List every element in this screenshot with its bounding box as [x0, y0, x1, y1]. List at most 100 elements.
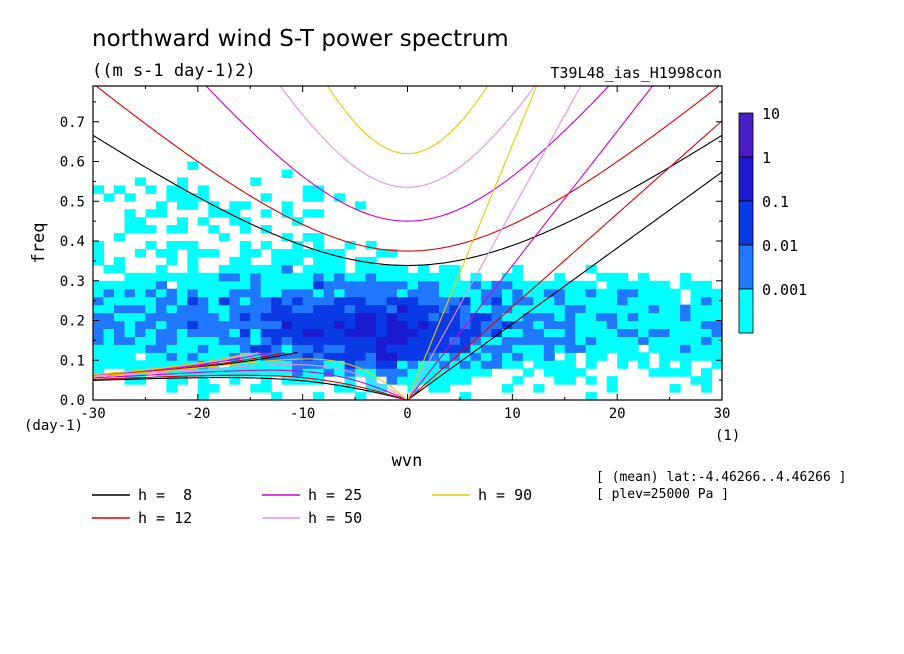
power-cell: [344, 376, 356, 385]
power-cell: [134, 312, 146, 322]
power-cell: [501, 320, 513, 329]
power-cell: [250, 312, 262, 322]
power-cell: [491, 320, 503, 329]
power-cell: [323, 352, 335, 361]
power-cell: [711, 288, 722, 298]
power-cell: [418, 368, 430, 377]
power-cell: [585, 344, 597, 353]
power-cell: [292, 336, 304, 345]
power-cell: [103, 304, 115, 314]
power-cell: [166, 360, 178, 369]
power-cell: [617, 296, 629, 306]
power-cell: [239, 288, 251, 298]
power-cell: [134, 320, 146, 329]
power-cell: [428, 296, 440, 306]
power-cell: [638, 336, 650, 345]
power-cell: [470, 296, 482, 306]
power-cell: [376, 336, 388, 345]
power-cell: [208, 280, 220, 290]
power-cell: [397, 320, 409, 329]
power-cell: [302, 312, 314, 322]
power-cell: [124, 193, 136, 202]
power-cell: [543, 336, 555, 345]
power-cell: [376, 384, 388, 393]
power-cell: [606, 296, 618, 306]
power-cell: [313, 312, 325, 322]
power-cell: [260, 336, 272, 345]
power-cell: [166, 185, 178, 194]
power-cell: [459, 296, 471, 306]
power-cell: [554, 280, 566, 290]
power-cell: [627, 328, 639, 337]
power-cell: [669, 296, 681, 306]
power-cell: [386, 272, 398, 282]
power-cell: [659, 352, 671, 361]
power-cell: [218, 272, 230, 282]
power-cell: [428, 312, 440, 322]
power-cell: [250, 336, 262, 345]
power-cell: [355, 272, 367, 282]
power-cell: [659, 368, 671, 377]
power-cell: [197, 320, 209, 329]
power-cell: [334, 328, 346, 337]
power-cell: [145, 288, 157, 298]
power-cell: [701, 280, 713, 290]
power-cell: [145, 185, 157, 194]
power-cell: [680, 320, 692, 329]
power-cell: [480, 288, 492, 298]
dispersion-curve-ig: [93, 134, 722, 267]
power-cell: [407, 272, 419, 282]
power-cell: [480, 296, 492, 306]
power-cell: [218, 312, 230, 322]
power-cell: [302, 296, 314, 306]
power-cell: [323, 272, 335, 282]
power-cell: [606, 280, 618, 290]
colorbar-swatch: [738, 112, 754, 158]
power-cell: [323, 249, 335, 258]
power-cell: [187, 201, 199, 210]
power-cell: [114, 288, 126, 298]
y-tick-label: 0.4: [60, 234, 85, 250]
power-cell: [669, 352, 681, 361]
power-cell: [543, 360, 555, 369]
power-cell: [428, 344, 440, 353]
power-cell: [659, 328, 671, 337]
power-cell: [313, 344, 325, 353]
power-cell: [564, 344, 576, 353]
power-cell: [407, 312, 419, 322]
power-cell: [680, 304, 692, 314]
power-cell: [239, 352, 251, 361]
power-cell: [187, 193, 199, 202]
power-cell: [114, 296, 126, 306]
power-cell: [155, 288, 167, 298]
power-cell: [302, 280, 314, 290]
power-cell: [617, 272, 629, 282]
power-cell: [397, 352, 409, 361]
power-cell: [187, 249, 199, 258]
power-cell: [208, 368, 220, 377]
power-cell: [365, 280, 377, 290]
power-cell: [145, 272, 157, 282]
power-cell: [187, 352, 199, 361]
power-cell: [711, 336, 722, 345]
power-cell: [166, 312, 178, 322]
power-cell: [134, 336, 146, 345]
power-cell: [659, 312, 671, 322]
power-cell: [197, 352, 209, 361]
colorbar-swatch: [738, 244, 754, 290]
power-cell: [302, 288, 314, 298]
power-cell: [459, 288, 471, 298]
power-cell: [250, 177, 262, 186]
power-cell: [470, 288, 482, 298]
power-cell: [134, 272, 146, 282]
power-cell: [166, 225, 178, 234]
power-cell: [606, 336, 618, 345]
power-cell: [491, 328, 503, 337]
power-cell: [124, 209, 136, 218]
power-cell: [114, 304, 126, 314]
power-cell: [208, 384, 220, 393]
x-unit-label: (1): [715, 428, 740, 444]
power-cell: [250, 384, 262, 393]
power-cell: [418, 336, 430, 345]
power-cell: [690, 336, 702, 345]
